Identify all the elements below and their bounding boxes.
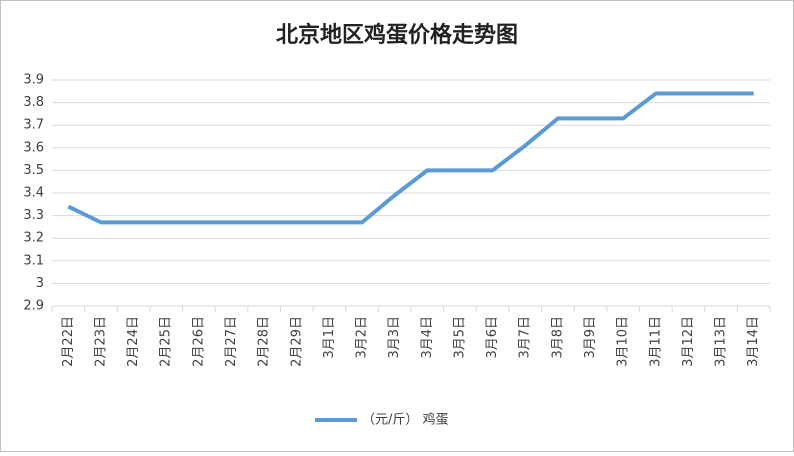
x-tick-label: 2月26日 <box>191 316 206 367</box>
y-tick-label: 3.7 <box>23 118 44 133</box>
x-tick-label: 2月22日 <box>61 316 76 367</box>
x-tick-label: 3月12日 <box>681 316 696 367</box>
x-tick-label: 3月11日 <box>648 316 663 367</box>
x-tick-label: 3月14日 <box>746 316 761 367</box>
x-tick-label: 3月2日 <box>355 316 370 359</box>
y-tick-label: 3.4 <box>23 186 44 201</box>
y-tick-label: 3.6 <box>23 140 44 155</box>
y-tick-label: 3.5 <box>23 163 44 178</box>
x-tick-label: 2月23日 <box>93 316 108 367</box>
y-tick-label: 3.8 <box>23 95 44 110</box>
x-tick-label: 3月10日 <box>616 316 631 367</box>
x-tick-label: 3月4日 <box>420 316 435 359</box>
y-tick-label: 3.3 <box>23 208 44 223</box>
x-tick-label: 2月24日 <box>126 316 141 367</box>
y-tick-label: 3.1 <box>23 253 44 268</box>
y-tick-label: 3.2 <box>23 231 44 246</box>
legend-label: （元/斤） 鸡蛋 <box>362 412 449 428</box>
x-tick-label: 3月3日 <box>387 316 402 359</box>
y-tick-label: 3 <box>36 276 44 291</box>
x-tick-label: 2月27日 <box>224 316 239 367</box>
x-tick-label: 2月25日 <box>159 316 174 367</box>
x-tick-label: 2月28日 <box>257 316 272 367</box>
x-tick-label: 2月29日 <box>289 316 304 367</box>
x-tick-label: 3月9日 <box>583 316 598 359</box>
x-tick-label: 3月1日 <box>322 316 337 359</box>
x-tick-label: 3月13日 <box>714 316 729 367</box>
x-tick-label: 3月5日 <box>452 316 467 359</box>
chart-title: 北京地区鸡蛋价格走势图 <box>276 22 518 48</box>
y-tick-label: 3.9 <box>23 73 44 88</box>
x-tick-label: 3月6日 <box>485 316 500 359</box>
data-line <box>67 91 754 225</box>
x-tick-label: 3月7日 <box>518 316 533 359</box>
x-tick-label: 3月8日 <box>550 316 565 359</box>
y-tick-label: 2.9 <box>23 299 44 314</box>
